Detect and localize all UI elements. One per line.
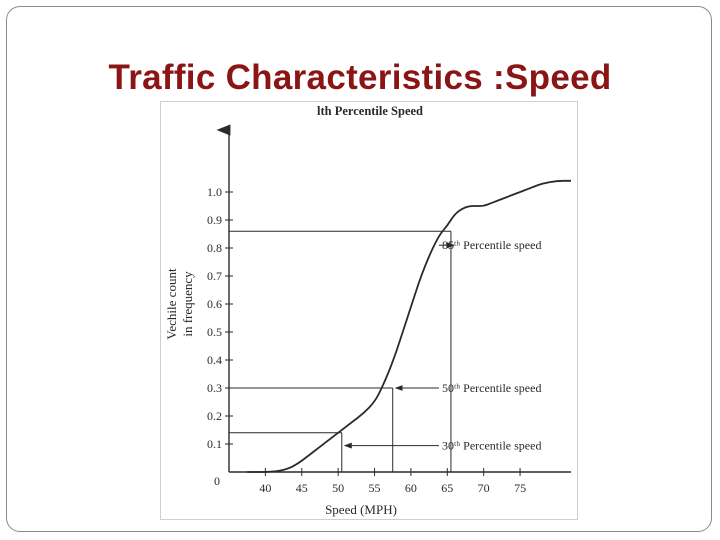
x-tick-label: 75	[514, 481, 526, 495]
x-tick-label: 65	[441, 481, 453, 495]
y-tick-label: 0.2	[207, 409, 222, 423]
x-tick-label: 45	[296, 481, 308, 495]
x-tick-label: 40	[259, 481, 271, 495]
chart-ticks: 0.1 0.2 0.3 0.4 0.5 0.6 0.7 0.8 0.9 1.0 0 40 45 50 55 6…	[207, 185, 526, 495]
slide-title: Traffic Characteristics :Speed	[108, 58, 612, 97]
chart-labels: 85ᵗʰ Percentile speed 50ᵗʰ Percentile spe…	[164, 104, 541, 517]
y-tick-label: 0.7	[207, 269, 222, 283]
y-tick-label: 0.4	[207, 353, 222, 367]
percentile-guides	[229, 230, 455, 472]
annotation-label: 85ᵗʰ Percentile speed	[442, 238, 541, 252]
y-tick-label: 1.0	[207, 185, 222, 199]
y-tick-label: 0.5	[207, 325, 222, 339]
y-tick-label: 0.3	[207, 381, 222, 395]
y-tick-label: 0.8	[207, 241, 222, 255]
cumulative-speed-curve	[247, 179, 571, 473]
y-axis-label-line2: in frequency	[180, 271, 195, 337]
chart-axes	[216, 124, 571, 473]
chart-series	[247, 179, 571, 473]
speed-chart: 0.1 0.2 0.3 0.4 0.5 0.6 0.7 0.8 0.9 1.0 0 40 45 50 55 6…	[164, 104, 571, 517]
x-tick-label: 60	[405, 481, 417, 495]
y-tick-label: 0.9	[207, 213, 222, 227]
speed-chart-figure: 0.1 0.2 0.3 0.4 0.5 0.6 0.7 0.8 0.9 1.0 0 40 45 50 55 6…	[160, 101, 578, 520]
chart-title: lth Percentile Speed	[317, 104, 423, 118]
y-axis-label-line1: Vechile count	[164, 268, 179, 340]
annotation-label: 50ᵗʰ Percentile speed	[442, 381, 541, 395]
y-tick-label: 0.6	[207, 297, 222, 311]
x-tick-label: 50	[332, 481, 344, 495]
annotation-label: 30ᵗʰ Percentile speed	[442, 439, 541, 453]
x-tick-label: 70	[478, 481, 490, 495]
x-tick-label: 55	[369, 481, 381, 495]
y-tick-label-zero: 0	[214, 474, 220, 488]
x-axis-label: Speed (MPH)	[325, 502, 397, 517]
y-tick-label: 0.1	[207, 437, 222, 451]
